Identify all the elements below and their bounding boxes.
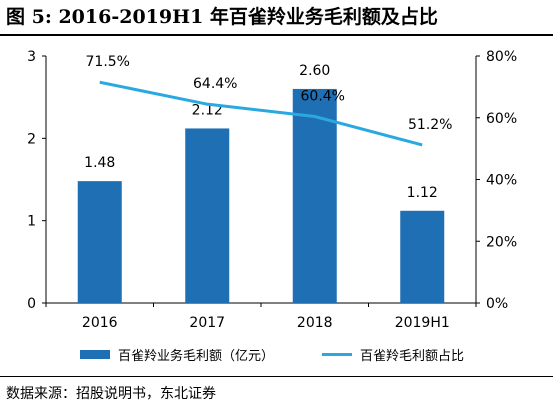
legend-item-bar: 百雀羚业务毛利额（亿元） bbox=[80, 342, 274, 366]
bar bbox=[400, 210, 445, 303]
y-right-tick-label: 60% bbox=[486, 111, 517, 127]
x-tick-label: 2019H1 bbox=[395, 315, 450, 331]
legend-bar-swatch bbox=[80, 349, 110, 359]
x-tick-label: 2018 bbox=[297, 315, 333, 331]
y-right-tick-label: 0% bbox=[486, 296, 508, 312]
y-left-tick-label: 3 bbox=[27, 49, 36, 65]
title-divider bbox=[0, 34, 553, 36]
y-left-tick-label: 1 bbox=[27, 214, 36, 230]
y-right-tick-label: 20% bbox=[486, 234, 517, 250]
footer-divider bbox=[0, 376, 553, 377]
y-left-tick-label: 2 bbox=[27, 131, 36, 147]
source-note: 数据来源：招股说明书，东北证券 bbox=[6, 386, 216, 402]
y-right-tick-label: 40% bbox=[486, 173, 517, 189]
x-tick-label: 2016 bbox=[82, 315, 118, 331]
bar bbox=[77, 181, 122, 303]
bar-value-label: 2.60 bbox=[299, 63, 330, 79]
chart-area: 0 1 2 3 0% 20% 40% 60% 80% 2016 2017 2018 2019H1 1.48… bbox=[27, 49, 517, 331]
legend-line-label: 百雀羚毛利额占比 bbox=[360, 348, 465, 364]
y-left-tick-label: 0 bbox=[27, 296, 36, 312]
bar bbox=[185, 128, 230, 303]
bar-value-label: 1.12 bbox=[407, 185, 438, 201]
line-value-label: 51.2% bbox=[408, 117, 452, 133]
bar bbox=[292, 88, 337, 303]
ratio-line bbox=[99, 80, 423, 147]
y-right-tick-label: 80% bbox=[486, 49, 517, 65]
line-value-label: 60.4% bbox=[301, 89, 345, 105]
bar-value-label: 1.48 bbox=[84, 155, 115, 171]
legend-item-line: 百雀羚毛利额占比 bbox=[322, 342, 464, 366]
legend-bar-label: 百雀羚业务毛利额（亿元） bbox=[118, 348, 275, 364]
figure-title: 图 5: 2016-2019H1 年百雀羚业务毛利额及占比 bbox=[6, 6, 438, 28]
legend-line-swatch bbox=[322, 352, 352, 356]
chart-legend: 百雀羚业务毛利额（亿元） 百雀羚毛利额占比 bbox=[0, 342, 553, 366]
line-value-label: 71.5% bbox=[86, 54, 130, 70]
x-tick-label: 2017 bbox=[189, 315, 225, 331]
line-value-label: 64.4% bbox=[193, 76, 237, 92]
